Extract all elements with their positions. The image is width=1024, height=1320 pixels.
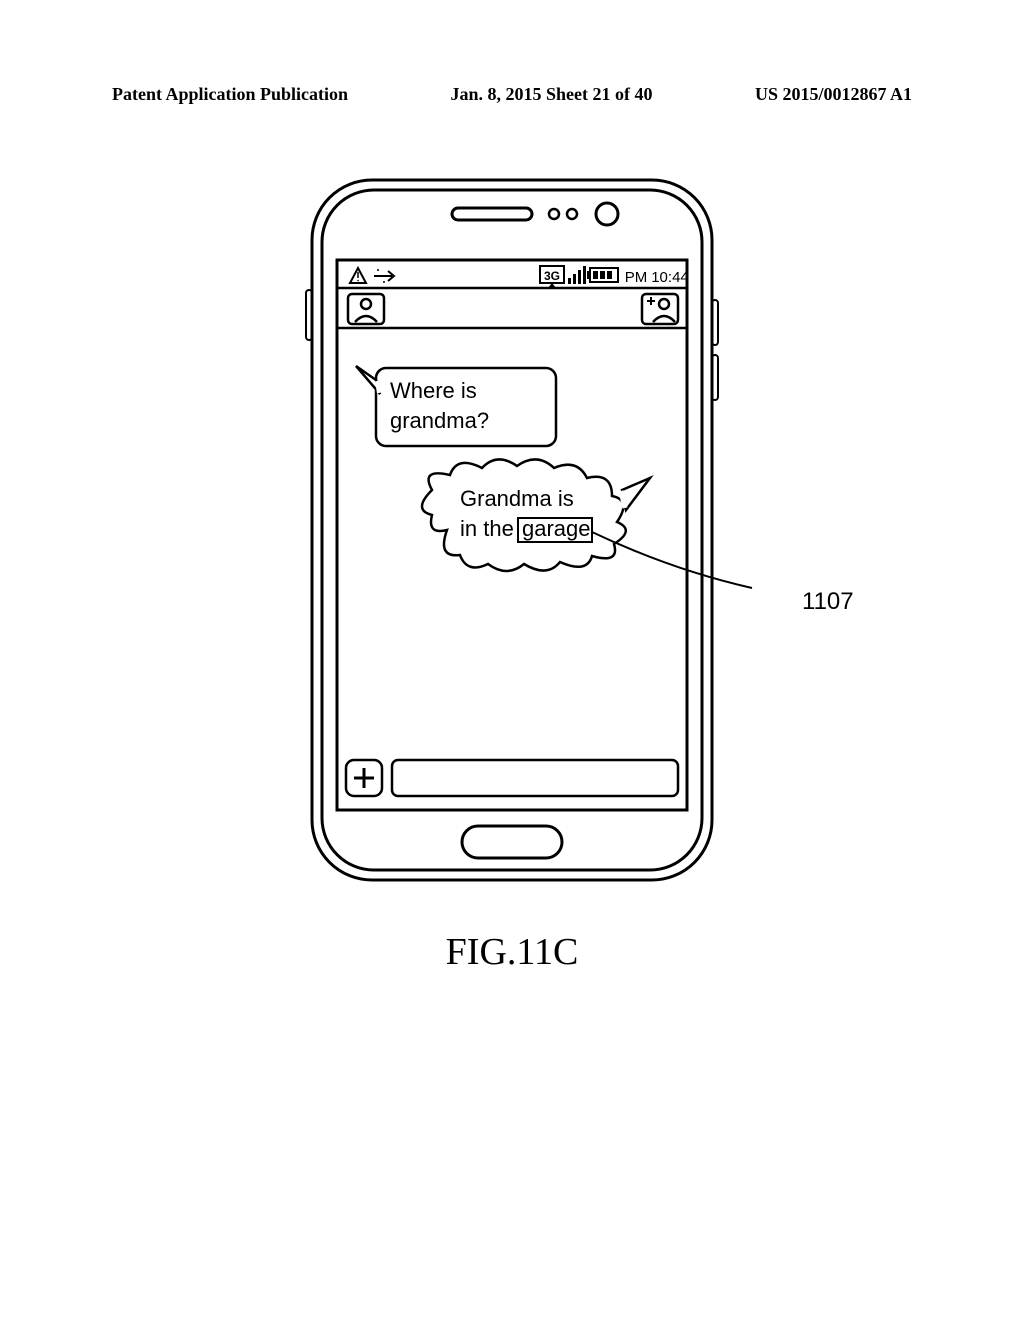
reference-number-1107: 1107 <box>802 588 854 616</box>
sensor-dot-1 <box>549 209 559 219</box>
page-header: Patent Application Publication Jan. 8, 2… <box>112 84 912 105</box>
incoming-line1: Where is <box>390 378 477 403</box>
figure-caption: FIG.11C <box>0 930 1024 974</box>
outgoing-line2-prefix: in the <box>460 516 514 541</box>
outgoing-message-bubble: Grandma is in the garage <box>422 459 650 571</box>
time-prefix: PM <box>625 269 648 286</box>
incoming-line2: grandma? <box>390 408 489 433</box>
phone-diagram: 3G PM 10:44 <box>292 170 852 890</box>
side-button-right-top <box>712 300 718 345</box>
input-row <box>346 760 678 796</box>
sensor-dot-2 <box>567 209 577 219</box>
header-center: Jan. 8, 2015 Sheet 21 of 40 <box>451 84 653 105</box>
battery-icon <box>587 268 618 282</box>
front-camera <box>596 203 618 225</box>
incoming-message-bubble: Where is grandma? <box>356 366 556 446</box>
arrow-icon <box>374 269 394 283</box>
earpiece <box>452 208 532 220</box>
outgoing-line1: Grandma is <box>460 486 574 511</box>
header-right: US 2015/0012867 A1 <box>755 84 912 105</box>
network-3g-label: 3G <box>544 269 560 283</box>
figure-container: 3G PM 10:44 <box>0 170 1024 890</box>
phone-wrapper: 3G PM 10:44 <box>292 170 732 890</box>
side-button-right-bottom <box>712 355 718 400</box>
home-button[interactable] <box>462 826 562 858</box>
time-value: 10:44 <box>651 269 689 286</box>
header-left: Patent Application Publication <box>112 84 348 105</box>
side-button-left <box>306 290 312 340</box>
outgoing-line2-boxed: garage <box>522 516 591 541</box>
signal-bars-icon <box>568 266 586 284</box>
message-input[interactable] <box>392 760 678 796</box>
